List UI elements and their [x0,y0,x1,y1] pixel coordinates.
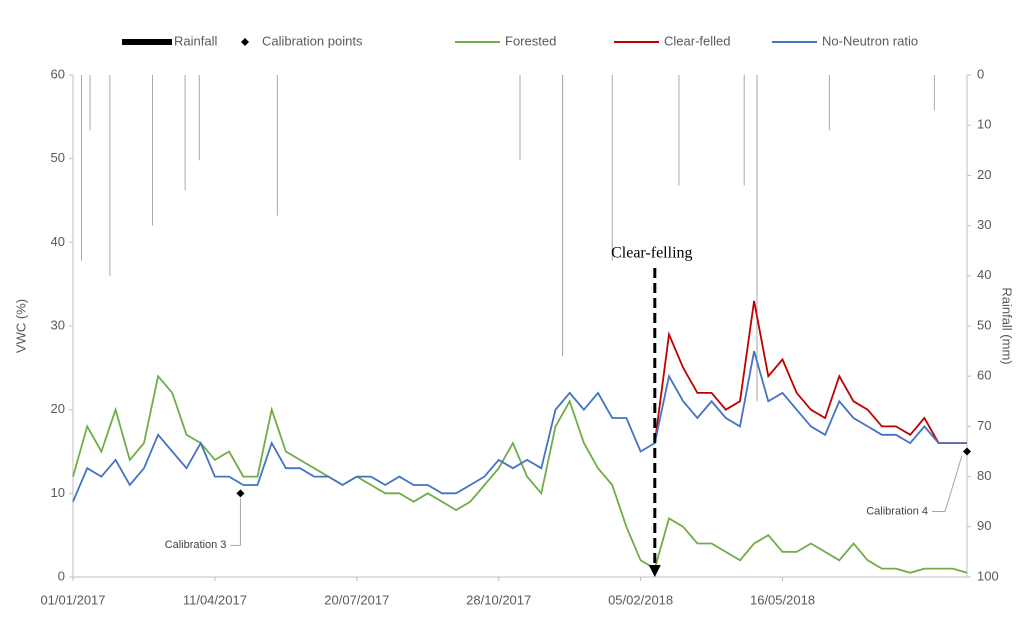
y2-tick-label: 100 [977,568,999,583]
x-tick-label: 16/05/2018 [750,592,815,607]
legend-swatch [122,39,172,45]
legend-label: Clear-felled [664,33,730,48]
y-tick-label: 40 [51,234,65,249]
x-tick-label: 20/07/2017 [324,592,389,607]
y-tick-label: 10 [51,485,65,500]
legend-label: Calibration points [262,33,363,48]
y-tick-label: 30 [51,317,65,332]
y2-tick-label: 10 [977,117,991,132]
legend-label: Rainfall [174,33,217,48]
calibration-point [236,489,245,498]
legend-label: No-Neutron ratio [822,33,918,48]
y-tick-label: 20 [51,401,65,416]
y2-tick-label: 50 [977,317,991,332]
y2-tick-label: 80 [977,468,991,483]
legend-label: Forested [505,33,556,48]
y-axis-label: VWC (%) [13,299,28,353]
y2-tick-label: 40 [977,267,991,282]
y2-tick-label: 20 [977,167,991,182]
series-line [72,374,968,574]
y2-tick-label: 0 [977,66,984,81]
annotation: Clear-felling [611,245,692,262]
leader [932,455,963,512]
y2-axis-label: Rainfall (mm) [1000,287,1015,364]
y2-tick-label: 90 [977,518,991,533]
x-tick-label: 05/02/2018 [608,592,673,607]
x-tick-label: 11/04/2017 [183,592,247,607]
annotation: Calibration 4 [866,505,928,517]
annotation: Calibration 3 [165,539,227,551]
y-tick-label: 60 [51,66,65,81]
y-tick-label: 50 [51,150,65,165]
y2-tick-label: 60 [977,368,991,383]
y2-tick-label: 70 [977,418,991,433]
y2-tick-label: 30 [977,217,991,232]
calibration-point [963,447,971,456]
arrowhead [648,565,661,577]
series-line [72,350,967,503]
leader [230,498,241,546]
legend-swatch [241,38,249,46]
x-tick-label: 01/01/2017 [40,592,105,607]
y-tick-label: 0 [58,568,65,583]
series-line [653,300,967,444]
x-tick-label: 28/10/2017 [466,592,531,607]
